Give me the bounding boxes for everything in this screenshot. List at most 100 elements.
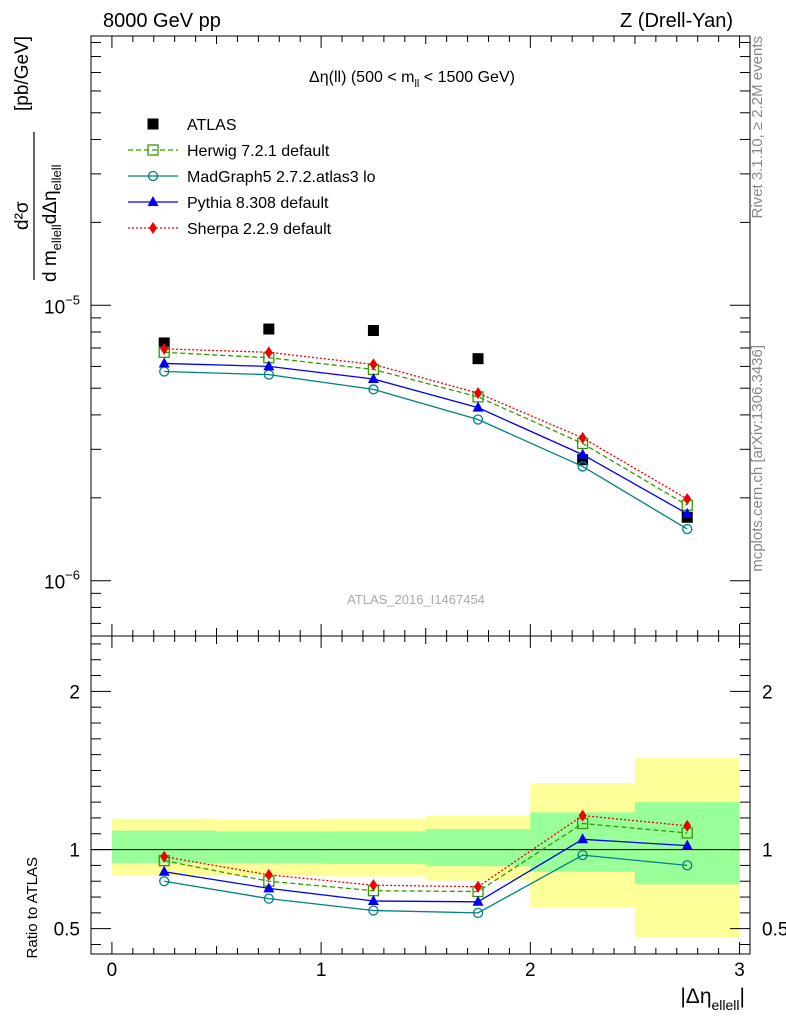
ratio-y-tick-label-right: 2 (762, 682, 773, 703)
main-axis-ticks (91, 36, 750, 636)
legend-marker (147, 196, 159, 206)
ratio-bands-layer (111, 757, 740, 938)
xlabel-post: | (740, 985, 745, 1008)
point-pythia (681, 507, 693, 518)
ratio-point-pythia (577, 833, 589, 844)
main-title-post: < 1500 GeV) (419, 69, 515, 86)
process-label: Z (Drell-Yan) (620, 10, 733, 32)
legend-item-pythia: Pythia 8.308 default (128, 195, 329, 212)
ratio-point-sherpa (369, 879, 378, 892)
ratio-series-madgraph (159, 849, 693, 919)
ratio-point-madgraph (159, 876, 170, 887)
tick-exponent: −6 (65, 568, 80, 583)
legend-item-atlas: ATLAS (147, 117, 237, 134)
point-pythia (367, 373, 379, 384)
analysis-id: ATLAS_2016_I1467454 (347, 592, 485, 607)
ratio-line-sherpa (164, 814, 688, 888)
ylabel-denominator: d mellelldΔηellell (40, 164, 64, 282)
ylabel-den1: d m (40, 250, 61, 282)
ratio-plot-frame (90, 635, 751, 955)
point-sherpa (578, 431, 587, 444)
ylabel-den2: dΔη (40, 190, 61, 224)
ratio-point-madgraph (263, 893, 274, 904)
series-line-sherpa (164, 348, 688, 500)
ratio-band-inner (425, 829, 531, 867)
main-y-tick-label: 10−5 (44, 292, 80, 318)
point-pythia (577, 448, 589, 459)
ratio-y-tick-label-right: 0.5 (762, 920, 786, 941)
main-y-axis-label: d²σ d mellelldΔηellell [pb/GeV] (12, 36, 64, 282)
main-title: Δη(ll) (500 < mll < 1500 GeV) (309, 69, 515, 90)
ratio-point-pythia (472, 895, 484, 906)
main-title-sub: ll (414, 78, 419, 90)
ratio-line-herwig (164, 822, 688, 893)
ratio-point-pythia (681, 839, 693, 850)
legend-marker (147, 144, 159, 156)
ratio-point-madgraph (472, 907, 484, 919)
point-madgraph (368, 384, 379, 395)
legend-label: Sherpa 2.2.9 default (187, 221, 332, 238)
ratio-y-tick-label: 2 (69, 682, 80, 703)
ratio-point-sherpa (474, 880, 483, 893)
ratio-line-pythia (164, 838, 688, 903)
series-herwig (158, 346, 693, 511)
legend-item-sherpa: Sherpa 2.2.9 default (128, 221, 332, 238)
series-madgraph (159, 366, 693, 535)
point-pythia (263, 360, 275, 371)
point-sherpa (160, 342, 169, 355)
ratio-point-pythia (158, 865, 170, 876)
x-tick-label: 2 (525, 960, 536, 981)
legend-label: MadGraph5 2.7.2.atlas3 lo (187, 169, 376, 186)
ratio-y-axis-label: Ratio to ATLAS (24, 857, 41, 958)
ratio-point-sherpa (683, 819, 692, 832)
ratio-series-pythia (158, 833, 693, 906)
tick-exponent: −5 (65, 292, 80, 307)
main-y-tick-label: 10−6 (44, 568, 80, 594)
x-axis-label: |Δηellell| (680, 985, 745, 1013)
ratio-point-sherpa (264, 868, 273, 881)
point-sherpa (683, 493, 692, 506)
ylabel-unit: [pb/GeV] (12, 36, 33, 111)
legend-item-herwig: Herwig 7.2.1 default (128, 143, 330, 160)
ratio-point-sherpa (578, 809, 587, 822)
point-sherpa (474, 387, 483, 400)
ratio-y-tick-label: 0.5 (54, 920, 80, 941)
point-madgraph (577, 461, 588, 472)
series-line-herwig (164, 351, 688, 506)
legend-label: Pythia 8.308 default (187, 195, 329, 212)
ratio-point-sherpa (160, 850, 169, 863)
ratio-point-pythia (367, 895, 379, 905)
ylabel-numerator: d²σ (12, 201, 33, 230)
legend-label: ATLAS (187, 117, 237, 134)
source-label: mcplots.cern.ch [arXiv:1306.3436] (749, 345, 766, 572)
series-sherpa (160, 342, 692, 506)
ratio-band-inner (216, 831, 322, 864)
ratio-line-madgraph (164, 854, 688, 914)
xlabel-sub: ellell (712, 997, 740, 1013)
ratio-series-sherpa (160, 809, 692, 893)
ratio-y-tick-label-right: 1 (762, 841, 773, 862)
legend-marker (147, 118, 159, 130)
point-madgraph (472, 414, 484, 425)
x-tick-label: 3 (734, 960, 745, 981)
main-title-pre: Δη(ll) (500 < m (309, 69, 414, 86)
ylabel-num-text: d²σ (12, 201, 33, 230)
tick-mantissa: 10 (44, 297, 65, 318)
legend-item-madgraph: MadGraph5 2.7.2.atlas3 lo (128, 169, 376, 186)
ratio-point-madgraph (577, 849, 588, 861)
ratio-series-layer (158, 809, 693, 919)
ylabel-den-sub1: ellell (49, 224, 64, 250)
main-series-layer (158, 323, 693, 535)
ratio-y-tick-label: 1 (69, 841, 80, 862)
ratio-point-madgraph (368, 905, 379, 916)
ratio-band-inner (321, 831, 426, 864)
point-sherpa (369, 358, 378, 371)
point-atlas (263, 323, 275, 335)
x-tick-label: 1 (316, 960, 327, 981)
point-pythia (472, 401, 484, 412)
point-pythia (158, 357, 170, 368)
tick-mantissa: 10 (44, 573, 65, 594)
legend-label: Herwig 7.2.1 default (187, 143, 330, 160)
point-atlas (472, 353, 484, 365)
series-pythia (158, 357, 693, 518)
